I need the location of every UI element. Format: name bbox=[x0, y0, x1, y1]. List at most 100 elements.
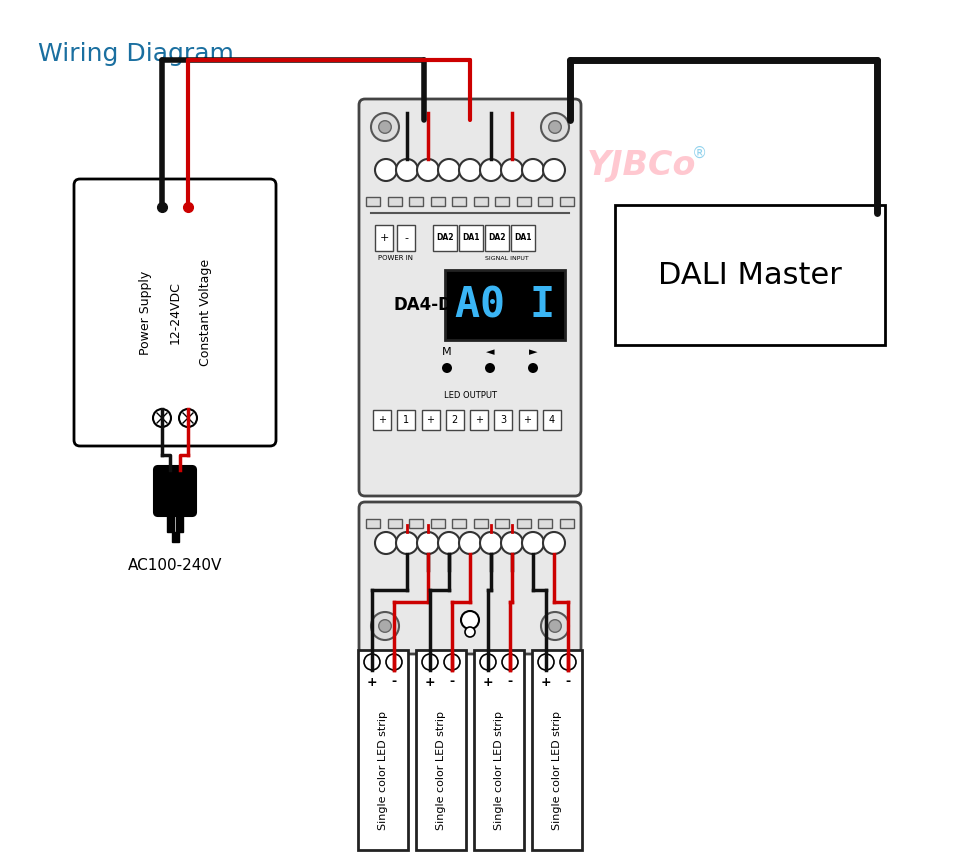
Text: +: + bbox=[424, 675, 435, 688]
Text: A0 I: A0 I bbox=[455, 284, 555, 326]
Bar bbox=[375, 225, 393, 251]
Circle shape bbox=[543, 159, 565, 181]
FancyBboxPatch shape bbox=[359, 99, 581, 496]
Text: +: + bbox=[378, 415, 386, 425]
Text: DALI Master: DALI Master bbox=[658, 261, 842, 289]
Bar bbox=[532, 650, 582, 850]
Text: ®: ® bbox=[692, 146, 708, 160]
Text: -: - bbox=[565, 675, 570, 688]
Circle shape bbox=[371, 113, 399, 141]
Circle shape bbox=[444, 654, 460, 670]
Bar bbox=[433, 225, 457, 251]
Circle shape bbox=[461, 611, 479, 629]
Text: Single color LED strip: Single color LED strip bbox=[378, 710, 388, 830]
Bar bbox=[430, 197, 445, 206]
Bar bbox=[421, 410, 439, 430]
Text: 1: 1 bbox=[403, 415, 410, 425]
Circle shape bbox=[417, 159, 439, 181]
Circle shape bbox=[541, 113, 569, 141]
Bar bbox=[172, 532, 178, 542]
Text: DA1: DA1 bbox=[514, 233, 532, 243]
Circle shape bbox=[541, 612, 569, 640]
Circle shape bbox=[480, 654, 496, 670]
Bar bbox=[366, 519, 380, 528]
Bar bbox=[430, 519, 445, 528]
Bar bbox=[176, 516, 183, 532]
Circle shape bbox=[480, 532, 502, 554]
Text: DA2: DA2 bbox=[488, 233, 506, 243]
Text: 2: 2 bbox=[452, 415, 458, 425]
FancyBboxPatch shape bbox=[359, 502, 581, 654]
Circle shape bbox=[442, 363, 452, 373]
Bar bbox=[473, 519, 488, 528]
Circle shape bbox=[465, 627, 475, 637]
Bar bbox=[518, 410, 536, 430]
Circle shape bbox=[371, 612, 399, 640]
Text: ►: ► bbox=[529, 347, 537, 357]
Circle shape bbox=[501, 532, 523, 554]
Circle shape bbox=[485, 363, 495, 373]
Text: DA2: DA2 bbox=[436, 233, 454, 243]
Text: +: + bbox=[475, 415, 483, 425]
Text: LED OUTPUT: LED OUTPUT bbox=[444, 390, 497, 400]
Bar bbox=[387, 519, 402, 528]
Bar bbox=[409, 519, 423, 528]
Bar bbox=[470, 410, 488, 430]
Text: +: + bbox=[367, 675, 377, 688]
Text: +: + bbox=[379, 233, 389, 243]
Bar bbox=[543, 410, 561, 430]
Circle shape bbox=[528, 363, 538, 373]
Text: +: + bbox=[541, 675, 552, 688]
Text: DA4-D: DA4-D bbox=[393, 296, 452, 314]
Circle shape bbox=[459, 532, 481, 554]
Text: M: M bbox=[442, 347, 452, 357]
Text: Single color LED strip: Single color LED strip bbox=[494, 710, 504, 830]
Bar bbox=[516, 197, 531, 206]
Circle shape bbox=[386, 654, 402, 670]
Text: ◄: ◄ bbox=[486, 347, 494, 357]
Text: -: - bbox=[450, 675, 455, 688]
Circle shape bbox=[364, 654, 380, 670]
Text: Single color LED strip: Single color LED strip bbox=[552, 710, 562, 830]
Bar bbox=[494, 410, 513, 430]
Bar bbox=[485, 225, 509, 251]
Circle shape bbox=[417, 532, 439, 554]
Bar bbox=[373, 410, 391, 430]
Text: Single color LED strip: Single color LED strip bbox=[436, 710, 446, 830]
Bar bbox=[366, 197, 380, 206]
Circle shape bbox=[375, 532, 397, 554]
Text: +: + bbox=[483, 675, 493, 688]
Bar bbox=[416, 650, 466, 850]
Bar bbox=[409, 197, 423, 206]
Text: 3: 3 bbox=[500, 415, 507, 425]
Bar bbox=[516, 519, 531, 528]
Circle shape bbox=[522, 159, 544, 181]
Circle shape bbox=[396, 159, 418, 181]
Text: -: - bbox=[508, 675, 513, 688]
Text: Power Supply: Power Supply bbox=[138, 270, 152, 354]
Bar bbox=[538, 519, 553, 528]
Bar bbox=[167, 516, 174, 532]
Circle shape bbox=[375, 159, 397, 181]
Circle shape bbox=[560, 654, 576, 670]
Text: 4: 4 bbox=[549, 415, 555, 425]
FancyBboxPatch shape bbox=[74, 179, 276, 446]
Bar bbox=[511, 225, 535, 251]
Bar bbox=[495, 519, 510, 528]
Circle shape bbox=[438, 159, 460, 181]
Bar bbox=[560, 197, 574, 206]
Bar bbox=[495, 197, 510, 206]
Circle shape bbox=[501, 159, 523, 181]
Circle shape bbox=[538, 654, 554, 670]
Circle shape bbox=[438, 532, 460, 554]
Text: DA1: DA1 bbox=[463, 233, 480, 243]
Bar bbox=[358, 650, 408, 850]
Bar bbox=[397, 410, 416, 430]
Bar bbox=[387, 197, 402, 206]
Circle shape bbox=[543, 532, 565, 554]
Text: Wiring Diagram: Wiring Diagram bbox=[38, 42, 234, 66]
Circle shape bbox=[378, 121, 391, 133]
Bar bbox=[474, 650, 524, 850]
Bar bbox=[615, 205, 885, 345]
Circle shape bbox=[378, 619, 391, 632]
